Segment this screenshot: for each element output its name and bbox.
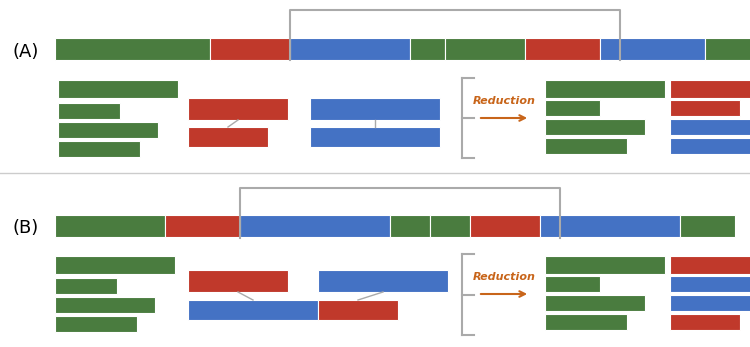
Text: Reduction: Reduction xyxy=(472,272,536,282)
Bar xyxy=(55,297,155,313)
Bar xyxy=(545,119,645,135)
Bar xyxy=(545,314,627,330)
Bar xyxy=(545,100,600,116)
Bar xyxy=(55,316,137,332)
Bar xyxy=(670,314,740,330)
Bar xyxy=(670,119,750,135)
Bar xyxy=(525,38,600,60)
Bar xyxy=(545,256,665,274)
Bar xyxy=(540,215,680,237)
Bar xyxy=(310,98,440,120)
Bar xyxy=(188,98,288,120)
Bar xyxy=(55,278,117,294)
Bar xyxy=(210,38,290,60)
Bar xyxy=(705,38,750,60)
Bar xyxy=(58,141,140,157)
Text: (A): (A) xyxy=(12,43,38,61)
Bar xyxy=(58,103,120,119)
Bar xyxy=(545,276,600,292)
Bar xyxy=(165,215,240,237)
Bar xyxy=(310,127,440,147)
Bar xyxy=(670,138,750,154)
Bar xyxy=(600,38,705,60)
Bar xyxy=(670,80,750,98)
Bar xyxy=(318,270,448,292)
Bar xyxy=(58,80,178,98)
Text: (B): (B) xyxy=(12,219,38,237)
Bar xyxy=(188,300,318,320)
Bar xyxy=(290,38,410,60)
Bar xyxy=(58,122,158,138)
Bar xyxy=(680,215,735,237)
Bar xyxy=(445,38,525,60)
Bar xyxy=(188,127,268,147)
Text: Reduction: Reduction xyxy=(472,96,536,106)
Bar xyxy=(318,300,398,320)
Bar xyxy=(670,276,750,292)
Bar xyxy=(430,215,470,237)
Bar xyxy=(470,215,540,237)
Bar xyxy=(188,270,288,292)
Bar xyxy=(55,215,165,237)
Bar xyxy=(55,256,175,274)
Bar xyxy=(390,215,430,237)
Bar xyxy=(410,38,445,60)
Bar xyxy=(545,80,665,98)
Bar xyxy=(670,256,750,274)
Bar xyxy=(545,138,627,154)
Bar xyxy=(670,100,740,116)
Bar xyxy=(545,295,645,311)
Bar xyxy=(670,295,750,311)
Bar xyxy=(240,215,390,237)
Bar xyxy=(55,38,210,60)
